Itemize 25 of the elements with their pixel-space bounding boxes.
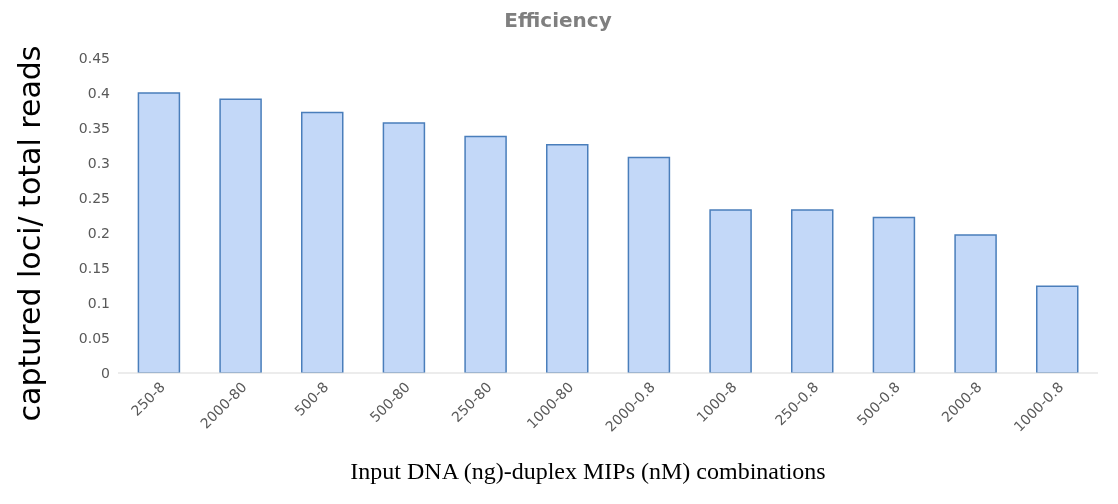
y-tick-label: 0.15 — [78, 259, 110, 276]
y-axis-title: captured loci/ total reads — [12, 45, 48, 421]
x-axis-title: Input DNA (ng)-duplex MIPs (nM) combinations — [349, 458, 827, 485]
bar — [954, 234, 997, 373]
y-tick-label: 0.05 — [78, 329, 110, 346]
y-tick-label: 0.3 — [87, 154, 110, 171]
bar — [627, 156, 671, 373]
bar — [1036, 285, 1079, 373]
y-tick-label: 0.1 — [87, 294, 110, 311]
bar — [709, 209, 752, 373]
y-tick-label: 0.25 — [78, 189, 110, 206]
bar — [382, 122, 426, 373]
bar — [872, 216, 916, 373]
chart-title: Efficiency — [503, 8, 613, 32]
bar — [301, 111, 344, 373]
y-tick-label: 0.4 — [87, 84, 111, 101]
bar — [791, 209, 834, 373]
bar — [464, 135, 507, 373]
bar — [219, 98, 262, 373]
y-tick-label: 0.35 — [78, 119, 110, 136]
y-tick-label: 0.45 — [78, 49, 110, 66]
bar — [546, 144, 589, 373]
y-tick-label: 0.2 — [87, 224, 110, 241]
y-tick-label: 0 — [101, 364, 110, 381]
bar — [137, 92, 181, 373]
